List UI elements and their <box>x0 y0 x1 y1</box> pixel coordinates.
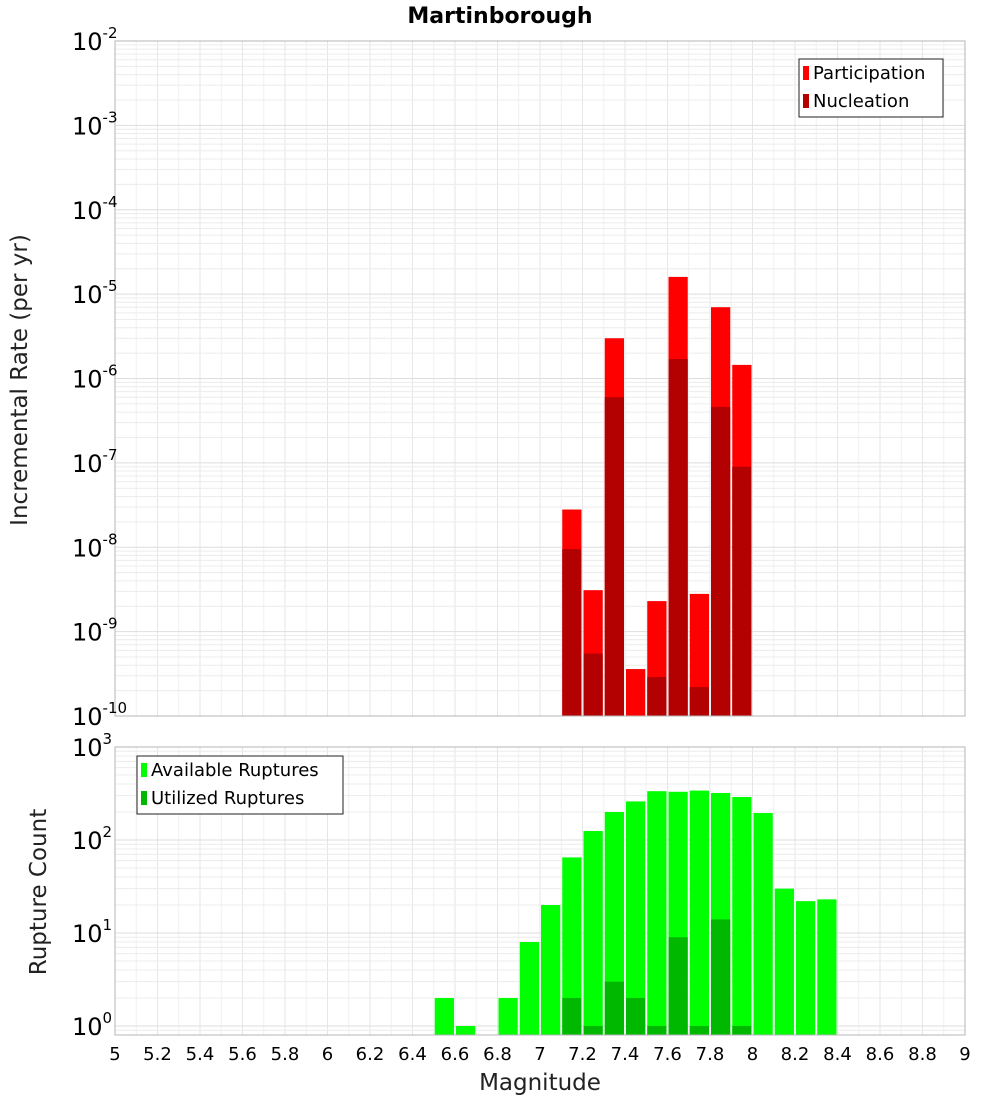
x-tick-label: 8.4 <box>823 1044 852 1065</box>
bottom-plot-border <box>114 746 966 1036</box>
bottom-legend-label: Available Ruptures <box>151 760 319 781</box>
x-tick-label: 6.4 <box>398 1044 427 1065</box>
bottom-bar <box>604 812 624 1035</box>
bottom-bar <box>774 888 794 1035</box>
top-series-nucleation <box>562 359 752 716</box>
top-bar <box>647 676 667 716</box>
top-bar <box>711 406 731 716</box>
x-tick-label: 8 <box>747 1044 758 1065</box>
x-tick-label: 8.6 <box>866 1044 895 1065</box>
top-legend: Participation Nucleation <box>798 58 944 118</box>
bottom-y-tick-label: 101 <box>72 916 112 948</box>
top-y-tick-label: 10-2 <box>72 24 118 56</box>
bottom-bar <box>519 942 539 1035</box>
x-tick-label: 8.8 <box>908 1044 937 1065</box>
top-bar <box>689 593 709 716</box>
top-y-tick-label: 10-8 <box>72 530 118 562</box>
bottom-series-available-ruptures <box>434 790 837 1035</box>
top-legend-label: Nucleation <box>813 91 909 112</box>
top-y-tick-label: 10-3 <box>72 108 118 140</box>
top-y-tick-label: 10-10 <box>72 699 127 731</box>
x-tick-label: 8.2 <box>781 1044 810 1065</box>
top-y-tick-label: 10-7 <box>72 446 118 478</box>
x-tick-label: 7.2 <box>568 1044 597 1065</box>
x-tick-label: 5.8 <box>271 1044 300 1065</box>
top-y-tick-label: 10-5 <box>72 277 118 309</box>
bottom-bar <box>456 1025 476 1035</box>
bottom-bar <box>583 830 603 1035</box>
bottom-bar <box>562 997 582 1035</box>
bottom-bar <box>753 813 773 1035</box>
x-tick-label: 7.6 <box>653 1044 682 1065</box>
x-tick-label: 5.4 <box>186 1044 215 1065</box>
bottom-y-tick-label: 100 <box>72 1009 112 1041</box>
bottom-y-axis-label: Rupture Count <box>26 809 52 975</box>
bottom-bar <box>434 997 454 1035</box>
x-tick-label: 5.2 <box>143 1044 172 1065</box>
bottom-y-tick-label: 103 <box>72 730 112 762</box>
top-bar <box>668 359 688 716</box>
top-bar <box>583 653 603 716</box>
top-legend-swatch <box>803 94 809 108</box>
x-tick-label: 6.8 <box>483 1044 512 1065</box>
top-y-tick-label: 10-6 <box>72 362 118 394</box>
bottom-legend-swatch <box>141 791 147 805</box>
bottom-bar <box>604 981 624 1035</box>
top-bar <box>604 397 624 716</box>
x-tick-label: 9 <box>959 1044 970 1065</box>
bottom-bar <box>583 1025 603 1035</box>
top-bar <box>626 669 646 716</box>
bottom-legend-box <box>136 755 344 815</box>
bottom-bar <box>796 901 816 1035</box>
bottom-bar <box>711 919 731 1035</box>
x-axis-label: Magnitude <box>479 1070 601 1096</box>
x-tick-label: 6.2 <box>356 1044 385 1065</box>
x-tick-label: 6 <box>322 1044 333 1065</box>
bottom-bar <box>562 857 582 1035</box>
bottom-y-tick-label: 102 <box>72 823 112 855</box>
bottom-series-utilized-ruptures <box>562 919 752 1035</box>
top-y-tick-label: 10-9 <box>72 615 118 647</box>
top-bar <box>562 549 582 716</box>
bottom-bar <box>647 1025 667 1035</box>
bottom-bar <box>668 937 688 1035</box>
top-legend-swatch <box>803 66 809 80</box>
bottom-legend: Available Ruptures Utilized Ruptures <box>136 755 344 815</box>
top-plot-border <box>114 40 966 717</box>
chart-title: Martinborough <box>407 4 592 29</box>
top-panel: 10-10 10-9 10-8 10-7 10-6 10-5 10-4 10-3 10-2 Par… <box>72 24 966 731</box>
bottom-bar <box>626 801 646 1035</box>
bottom-bar <box>732 1025 752 1035</box>
x-tick-label: 7.4 <box>611 1044 640 1065</box>
x-tick-label: 5.6 <box>228 1044 257 1065</box>
bottom-legend-swatch <box>141 763 147 777</box>
bottom-bar <box>647 791 667 1035</box>
x-tick-label: 7 <box>534 1044 545 1065</box>
bottom-bar <box>498 997 518 1035</box>
top-y-tick-label: 10-4 <box>72 193 118 225</box>
x-tick-label: 5 <box>109 1044 120 1065</box>
top-bar <box>689 687 709 716</box>
bottom-bar <box>689 790 709 1035</box>
bottom-bar <box>732 796 752 1035</box>
x-tick-label: 6.6 <box>441 1044 470 1065</box>
bottom-legend-label: Utilized Ruptures <box>151 788 304 809</box>
top-legend-label: Participation <box>813 63 925 84</box>
bottom-bar <box>689 1025 709 1035</box>
bottom-panel: 100 101 102 103 Available Ruptures Utilized R… <box>72 730 971 1065</box>
bottom-bar <box>626 997 646 1035</box>
x-tick-label: 7.8 <box>696 1044 725 1065</box>
bottom-bar <box>817 899 837 1035</box>
top-bar <box>732 466 752 716</box>
bottom-bar <box>541 904 561 1035</box>
top-legend-box <box>798 58 944 118</box>
top-y-axis-label: Incremental Rate (per yr) <box>7 234 33 526</box>
